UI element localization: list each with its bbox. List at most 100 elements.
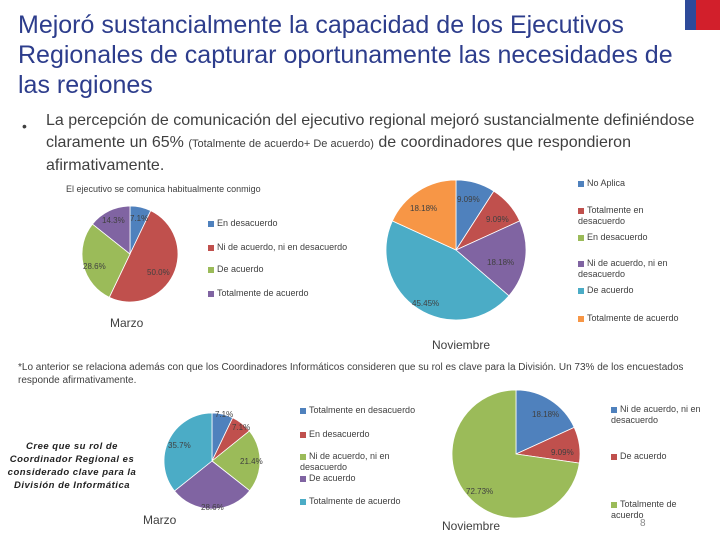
chart2-legend-0: No Aplica [578, 178, 678, 189]
bullet-text-main: La percepción de comunicación del ejecut… [46, 112, 695, 151]
chart4-legend-label: Totalmente de acuerdo [611, 499, 677, 520]
chart2-label-ni: 18.18% [487, 258, 515, 267]
chart3-legend-4: Totalmente de acuerdo [300, 496, 430, 507]
chart4-label-0: 18.18% [532, 410, 560, 419]
chart3-legend-0: Totalmente en desacuerdo [300, 405, 430, 416]
chart2-legend-4: De acuerdo [578, 285, 678, 296]
chart3-legend-1: En desacuerdo [300, 429, 430, 440]
chart4-legend-swatch [611, 453, 617, 460]
chart4-legend-0: Ni de acuerdo, ni en desacuerdo [611, 404, 701, 426]
chart3-label-1: 7.1% [232, 423, 251, 432]
chart2-legend-swatch [578, 315, 584, 322]
chart4-label-1: 9.09% [551, 448, 574, 457]
chart3-legend-swatch [300, 498, 306, 505]
chart3-label-2: 21.4% [240, 457, 263, 466]
chart2-legend-label: Totalmente de acuerdo [587, 313, 679, 323]
chart3-slice-4 [163, 412, 213, 492]
chart4-legend-swatch [611, 501, 617, 508]
chart2-legend-label: No Aplica [587, 178, 626, 188]
chart1-label-28: 28.6% [83, 262, 106, 271]
chart4-slice-2 [451, 389, 580, 519]
chart4-legend-swatch [611, 406, 617, 413]
chart1-label-7: 7.1% [130, 214, 149, 223]
chart1-label-50: 50.0% [147, 268, 170, 277]
chart1-legend-0: En desacuerdo [208, 218, 278, 229]
chart2-slice-3 [385, 220, 510, 321]
chart4-legend-label: De acuerdo [620, 451, 667, 461]
chart2-legend-2: En desacuerdo [578, 232, 678, 243]
chart1-slice-2 [81, 223, 131, 298]
side-question-text: Cree que su rol de Coordinador Regional … [7, 441, 137, 491]
chart1-legend-swatch [208, 266, 214, 273]
chart3-slice-2 [211, 430, 261, 492]
chart3-legend-label: En desacuerdo [309, 429, 370, 439]
chart1-legend-label: En desacuerdo [217, 218, 278, 228]
chart1-legend-swatch [208, 244, 214, 251]
chart3-pie [163, 412, 261, 510]
flag-blue-stripe [685, 0, 696, 30]
chart3-legend-3: De acuerdo [300, 473, 400, 484]
chart2-caption: Noviembre [432, 338, 491, 352]
chart2-legend-3: Ni de acuerdo, ni en desacuerdo [578, 258, 678, 280]
chart3-label-4: 35.7% [168, 441, 191, 450]
page-number: 8 [640, 518, 646, 529]
chart1-legend-3: Totalmente de acuerdo [208, 288, 309, 299]
chart2-legend-1: Totalmente en desacuerdo [578, 205, 678, 227]
chart1-pie [81, 205, 179, 303]
chart1-legend-label: De acuerdo [217, 264, 264, 274]
chart2-legend-swatch [578, 234, 584, 241]
chart1-legend-label: Totalmente de acuerdo [217, 288, 309, 298]
chart3-legend-swatch [300, 475, 306, 482]
bullet-text-end: de coordinadores que respondieron afirma… [46, 134, 631, 174]
chart2-label-deacuerdo: 45.45% [412, 299, 440, 308]
chart2-pie [385, 179, 527, 321]
chart1-caption: Marzo [110, 316, 144, 330]
bullet-text-small: (Totalmente de acuerdo+ De acuerdo) [188, 138, 374, 150]
bullet-text: La percepción de comunicación del ejecut… [46, 110, 706, 177]
chart2-slice-4 [391, 179, 457, 251]
chart4-legend-1: De acuerdo [611, 451, 701, 462]
chart2-legend-label: De acuerdo [587, 285, 634, 295]
chart4-caption: Noviembre [442, 519, 501, 533]
chart3-legend-swatch [300, 453, 306, 460]
chart3-label-3: 28.6% [201, 503, 224, 512]
chart1-slice-1 [108, 210, 179, 303]
chart1-label-14: 14.3% [102, 216, 125, 225]
chart2-slice-2 [455, 220, 527, 297]
chart4-slice-0 [515, 389, 575, 455]
chart3-legend-2: Ni de acuerdo, ni en desacuerdo [300, 451, 400, 473]
chart2-legend-swatch [578, 260, 584, 267]
chart3-legend-label: Ni de acuerdo, ni en desacuerdo [300, 451, 390, 472]
chart4-legend-label: Ni de acuerdo, ni en desacuerdo [611, 404, 701, 425]
chart2-legend-5: Totalmente de acuerdo [578, 313, 688, 324]
chart1-legend-2: De acuerdo [208, 264, 264, 275]
chart1-legend-label: Ni de acuerdo, ni en desacuerdo [217, 242, 348, 252]
chart2-label-totacuerdo: 18.18% [410, 204, 438, 213]
chart2-legend-label: En desacuerdo [587, 232, 648, 242]
chart1-legend-swatch [208, 290, 214, 297]
chart3-slice-3 [173, 460, 251, 510]
chart4-label-2: 72.73% [466, 487, 494, 496]
chart3-legend-swatch [300, 407, 306, 414]
flag-red-stripe [696, 0, 720, 30]
page-title: Mejoró sustancialmente la capacidad de l… [18, 11, 673, 99]
chart2-legend-swatch [578, 180, 584, 187]
chart3-legend-label: Totalmente de acuerdo [309, 496, 401, 506]
chart3-legend-label: Totalmente en desacuerdo [309, 405, 416, 415]
chart2-legend-label: Ni de acuerdo, ni en desacuerdo [578, 258, 668, 279]
chart3-legend-swatch [300, 431, 306, 438]
chart2-label-noaplica: 9.09% [457, 195, 480, 204]
chart3-legend-label: De acuerdo [309, 473, 356, 483]
bullet-marker: • [22, 118, 27, 134]
chart1-legend-1: Ni de acuerdo, ni en desacuerdo [208, 242, 347, 253]
chart1-slice-3 [91, 205, 131, 255]
chart3-caption: Marzo [143, 513, 177, 527]
chart2-legend-swatch [578, 287, 584, 294]
chart3-label-0: 7.1% [215, 410, 234, 419]
chart4-pie [451, 389, 581, 519]
chart1-legend-swatch [208, 220, 214, 227]
chart2-legend-swatch [578, 207, 584, 214]
chart4-legend-2: Totalmente de acuerdo [611, 499, 691, 521]
chart1-title: El ejecutivo se comunica habitualmente c… [66, 184, 261, 194]
chart2-legend-label: Totalmente en desacuerdo [578, 205, 644, 226]
